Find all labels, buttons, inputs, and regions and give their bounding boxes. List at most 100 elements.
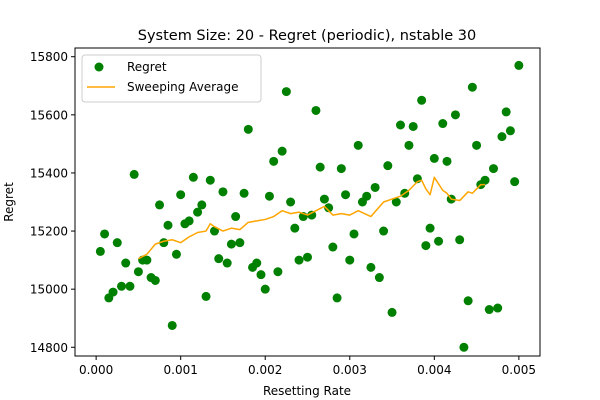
scatter-point — [205, 175, 215, 185]
scatter-point — [315, 162, 325, 172]
scatter-point — [226, 239, 236, 249]
scatter-point — [108, 287, 118, 297]
scatter-point — [303, 252, 312, 262]
chart-title: System Size: 20 - Regret (periodic), nst… — [138, 28, 477, 44]
scatter-point — [463, 296, 473, 306]
scatter-point — [319, 194, 329, 204]
scatter-point — [239, 188, 249, 198]
scatter-point — [383, 161, 393, 171]
scatter-point — [193, 207, 203, 217]
x-tick-label: 0.003 — [333, 363, 367, 377]
y-tick-label: 15000 — [30, 283, 68, 297]
scatter-point — [171, 249, 181, 259]
scatter-point — [188, 172, 198, 182]
scatter-point — [387, 307, 397, 317]
scatter-point — [459, 342, 469, 352]
scatter-point — [222, 258, 232, 268]
scatter-point — [328, 242, 338, 252]
scatter-point — [366, 262, 376, 272]
y-axis-label: Regret — [2, 182, 16, 222]
scatter-point — [235, 238, 245, 248]
scatter-point — [425, 223, 435, 233]
y-tick-label: 15200 — [30, 225, 68, 239]
scatter-point — [142, 255, 152, 265]
scatter-point — [243, 124, 253, 134]
scatter-point — [429, 153, 439, 163]
scatter-point — [341, 190, 351, 200]
scatter-point — [294, 255, 304, 265]
scatter-point — [218, 187, 228, 197]
y-tick-label: 15600 — [30, 108, 68, 122]
x-tick-label: 0.005 — [502, 363, 536, 377]
scatter-point — [484, 305, 494, 315]
scatter-point — [391, 197, 401, 207]
scatter-point — [417, 95, 427, 105]
scatter-point — [374, 273, 384, 283]
plot-frame — [74, 47, 541, 357]
scatter-point — [167, 320, 177, 330]
scatter-point — [404, 140, 414, 150]
scatter-point — [95, 246, 105, 256]
scatter-point — [362, 191, 372, 201]
legend-regret-marker — [94, 62, 104, 72]
legend: Regret Sweeping Average — [81, 54, 262, 103]
scatter-point — [260, 284, 270, 294]
scatter-point — [286, 197, 296, 207]
scatter-point — [455, 235, 465, 245]
scatter-point — [197, 200, 207, 210]
scatter-point — [307, 210, 317, 220]
y-tick-label: 14800 — [30, 341, 68, 355]
scatter-point — [252, 258, 262, 268]
scatter-point — [121, 258, 131, 268]
scatter-point — [163, 220, 173, 230]
scatter-point — [155, 200, 165, 210]
scatter-point — [129, 169, 139, 179]
x-tick-label: 0.000 — [79, 363, 113, 377]
scatter-point — [256, 270, 266, 280]
scatter-point — [353, 140, 363, 150]
x-tick-label: 0.004 — [417, 363, 451, 377]
scatter-point — [450, 110, 460, 120]
scatter-point — [442, 156, 452, 166]
y-tick-label: 15800 — [30, 50, 68, 64]
scatter-point — [480, 175, 490, 185]
scatter-point — [176, 190, 186, 200]
legend-average-label: Sweeping Average — [127, 80, 238, 94]
scatter-point — [273, 267, 283, 277]
scatter-point — [264, 191, 274, 201]
data-marks — [95, 60, 524, 352]
scatter-point — [497, 132, 507, 142]
scatter-point — [201, 291, 211, 301]
scatter-point — [100, 229, 110, 239]
scatter-point — [434, 236, 444, 246]
scatter-point — [269, 156, 279, 166]
x-axis-label: Resetting Rate — [263, 384, 351, 398]
scatter-point — [277, 146, 287, 156]
scatter-point — [514, 60, 524, 70]
scatter-point — [281, 87, 291, 97]
sweeping-average-line — [138, 176, 486, 260]
scatter-point — [311, 105, 321, 115]
scatter-point — [112, 238, 122, 248]
scatter-point — [421, 241, 431, 251]
scatter-point — [396, 120, 405, 130]
scatter-point — [505, 126, 515, 136]
scatter-point — [324, 203, 334, 213]
scatter-point — [125, 281, 135, 291]
scatter-point — [349, 229, 359, 239]
scatter-point — [408, 121, 418, 131]
scatter-point — [489, 164, 498, 174]
scatter-point — [210, 226, 219, 236]
scatter-point — [214, 254, 224, 264]
scatter-point — [231, 212, 241, 222]
scatter-point — [133, 267, 143, 277]
scatter-point — [493, 303, 503, 313]
scatter-point — [370, 182, 380, 192]
axis-ticks: 0.000 0.001 0.002 0.003 0.004 0.005 14800 15000… — [30, 50, 536, 377]
scatter-point — [510, 177, 520, 187]
scatter-point — [379, 226, 389, 236]
scatter-point — [336, 164, 346, 174]
legend-box — [81, 54, 262, 103]
